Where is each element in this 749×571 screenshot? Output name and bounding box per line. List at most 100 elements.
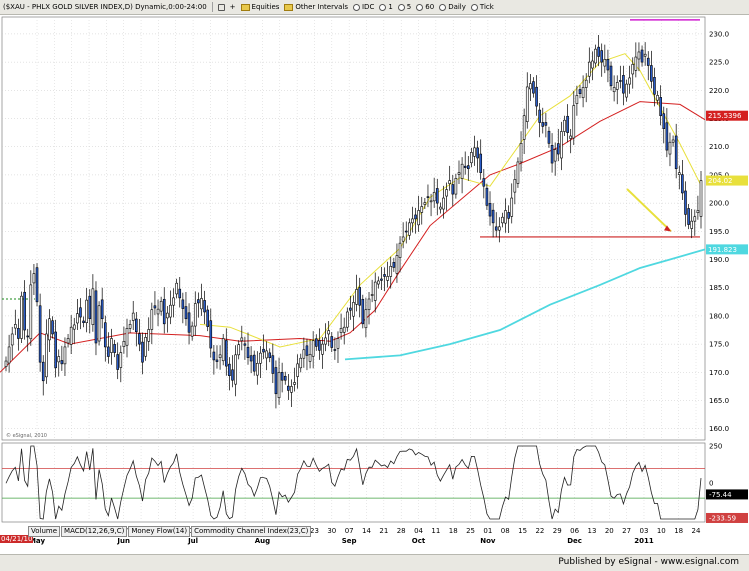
candle-body <box>187 312 191 333</box>
candle-body <box>426 196 430 198</box>
cci-last-bg <box>706 489 748 500</box>
candle-body <box>193 303 197 327</box>
candle-body <box>643 53 647 57</box>
tab-cci[interactable]: Commodity Channel Index(23,C) <box>191 526 312 537</box>
last-price-label-bg <box>706 175 748 186</box>
candle-body <box>556 143 560 155</box>
candle-body <box>473 147 476 157</box>
candle-body <box>628 77 631 85</box>
day-tick-label: 27 <box>622 527 631 535</box>
equities-menu[interactable]: Equities <box>240 3 279 11</box>
candle-body <box>634 56 638 71</box>
candle-body <box>547 130 551 144</box>
symbol-title: ($XAU - PHLX GOLD SILVER INDEX,D) Dynami… <box>3 3 207 11</box>
annotation-arrowhead <box>664 225 671 232</box>
interval-label: IDC <box>361 3 375 11</box>
candle-body <box>131 312 135 321</box>
tab-macd[interactable]: MACD(12,26,9,C) <box>61 526 128 537</box>
month-tick-label: Jun <box>116 537 130 545</box>
interval-tick[interactable]: Tick <box>470 3 494 11</box>
candle-body <box>674 135 678 170</box>
candle-body <box>128 324 132 329</box>
candle-body <box>268 352 272 358</box>
candle-body <box>311 340 315 357</box>
ma200-value-label-bg <box>706 244 748 255</box>
day-tick-label: 23 <box>310 527 319 535</box>
candle-body <box>439 206 442 210</box>
candle-body <box>513 179 517 193</box>
candle-body <box>594 48 597 64</box>
price-tick-label: 160.0 <box>709 425 729 433</box>
candle-body <box>377 280 380 285</box>
candle-body <box>141 341 144 363</box>
candle-body <box>414 214 417 220</box>
interval-label: 5 <box>406 3 412 11</box>
candle-body <box>463 165 467 168</box>
candle-body <box>314 338 318 347</box>
candle-body <box>408 222 411 236</box>
interval-idc[interactable]: IDC <box>352 3 375 11</box>
price-tick-label: 200.0 <box>709 200 729 208</box>
interval-daily[interactable]: Daily <box>439 3 466 11</box>
candle-body <box>619 80 622 82</box>
day-tick-label: 22 <box>535 527 544 535</box>
candle-body <box>197 299 200 304</box>
candle-body <box>668 141 672 155</box>
day-tick-label: 25 <box>466 527 475 535</box>
candle-body <box>23 291 26 331</box>
candle-body <box>17 328 20 339</box>
indicator-tabs: Volume MACD(12,26,9,C) Money Flow(14) Co… <box>28 526 312 537</box>
price-tick-label: 190.0 <box>709 256 729 264</box>
price-tick-label: 180.0 <box>709 312 729 320</box>
candle-body <box>97 305 101 342</box>
cci-tick-label: 0 <box>709 480 713 488</box>
other-intervals-label: Other Intervals <box>295 3 348 11</box>
candle-body <box>364 309 368 329</box>
tab-volume[interactable]: Volume <box>28 526 61 537</box>
candle-body <box>116 354 120 370</box>
candle-body <box>82 320 85 323</box>
candle-body <box>352 302 355 317</box>
candle-body <box>693 216 697 222</box>
candle-body <box>265 350 268 359</box>
candle-body <box>246 346 250 358</box>
candle-body <box>566 115 569 133</box>
candle-body <box>181 299 185 309</box>
lock-icon[interactable] <box>217 3 225 11</box>
candle-body <box>494 226 498 231</box>
interval-5[interactable]: 5 <box>397 3 412 11</box>
candle-body <box>57 356 61 363</box>
candle-body <box>516 161 520 184</box>
candle-body <box>398 242 402 258</box>
candle-body <box>209 320 213 349</box>
candle-body <box>681 174 684 194</box>
candle-body <box>38 305 42 363</box>
interval-1[interactable]: 1 <box>379 3 393 11</box>
candle-body <box>76 313 79 324</box>
price-tick-label: 170.0 <box>709 369 729 377</box>
candle-body <box>380 278 383 281</box>
cci-panel-frame <box>1 442 706 523</box>
add-icon[interactable]: + <box>229 3 236 11</box>
ma50-line <box>0 101 706 373</box>
candle-body <box>10 333 14 346</box>
candle-body <box>308 353 312 362</box>
price-tick-label: 195.0 <box>709 228 729 236</box>
interval-60[interactable]: 60 <box>416 3 434 11</box>
candle-body <box>401 236 405 242</box>
candle-body <box>69 326 73 345</box>
candle-body <box>327 330 330 335</box>
other-intervals-menu[interactable]: Other Intervals <box>284 3 348 11</box>
candle-body <box>423 202 427 205</box>
candle-body <box>200 298 203 310</box>
price-chart[interactable]: 160.0 165.0 170.0 175.0 180.0 185.0 190.0 195.0… <box>0 15 749 554</box>
candle-body <box>637 51 641 60</box>
month-tick-label: Jul <box>187 537 198 545</box>
candle-body <box>395 255 399 274</box>
candle-body <box>271 355 275 374</box>
candle-body <box>507 212 510 219</box>
tab-money-flow[interactable]: Money Flow(14) <box>128 526 191 537</box>
candle-body <box>339 328 343 333</box>
day-tick-label: 24 <box>692 527 701 535</box>
candle-body <box>498 226 501 231</box>
